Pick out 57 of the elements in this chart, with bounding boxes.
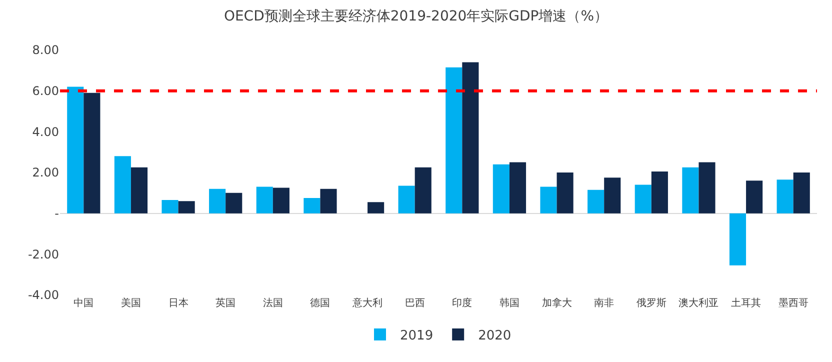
bar (793, 172, 810, 214)
bar (84, 92, 100, 214)
x-tick-label: 加拿大 (542, 297, 572, 309)
y-tick-label: -2.00 (28, 247, 59, 262)
x-tick-label: 墨西哥 (778, 298, 808, 309)
bar (492, 164, 510, 214)
y-tick-label: 2.00 (32, 166, 59, 180)
bar (272, 188, 290, 214)
bar (698, 162, 716, 214)
bar (509, 162, 526, 214)
x-tick-label: 澳大利亚 (678, 297, 719, 309)
y-tick-label: 4.00 (32, 124, 59, 139)
bar (588, 190, 604, 214)
x-tick-label: 意大利 (352, 297, 383, 309)
bar (604, 178, 621, 214)
x-tick-label: 巴西 (404, 298, 425, 309)
x-tick-label: 南非 (594, 297, 614, 309)
bar (114, 156, 131, 214)
x-tick-label: 日本 (168, 297, 188, 309)
x-tick-label: 英国 (216, 297, 236, 309)
x-tick-label: 土耳其 (731, 297, 762, 309)
bar (682, 167, 699, 214)
bar (776, 180, 794, 214)
legend-label: 2020 (478, 328, 512, 344)
bar (209, 188, 226, 214)
bar (729, 213, 746, 266)
bar (320, 188, 337, 214)
bar (746, 180, 763, 214)
bar (130, 167, 148, 214)
bar (226, 192, 242, 214)
bar (162, 200, 178, 214)
bar (304, 198, 320, 214)
y-tick-label: - (54, 206, 59, 221)
bar (178, 201, 195, 214)
chart-title: OECD预测全球主要经济体2019-2020年实际GDP增速（%） (224, 8, 608, 25)
legend-label: 2019 (400, 328, 434, 344)
bar (368, 202, 384, 214)
x-tick-label: 德国 (310, 298, 330, 309)
bar (256, 186, 273, 214)
y-tick-label: 6.00 (32, 84, 59, 98)
bar (540, 186, 557, 214)
y-tick-label: -4.00 (28, 288, 59, 302)
x-tick-label: 俄罗斯 (636, 297, 666, 309)
bar (414, 167, 432, 214)
bar (556, 172, 574, 214)
x-tick-label: 中国 (74, 297, 94, 309)
x-tick-label: 法国 (262, 297, 283, 309)
x-tick-label: 韩国 (499, 297, 520, 309)
bar (634, 184, 652, 214)
x-tick-label: 印度 (452, 297, 472, 309)
bar (651, 171, 668, 214)
bar (462, 62, 479, 214)
x-tick-label: 美国 (120, 297, 141, 309)
y-tick-label: 8.00 (32, 43, 59, 58)
bar (446, 67, 462, 214)
bar (398, 186, 415, 214)
bar (67, 86, 84, 214)
